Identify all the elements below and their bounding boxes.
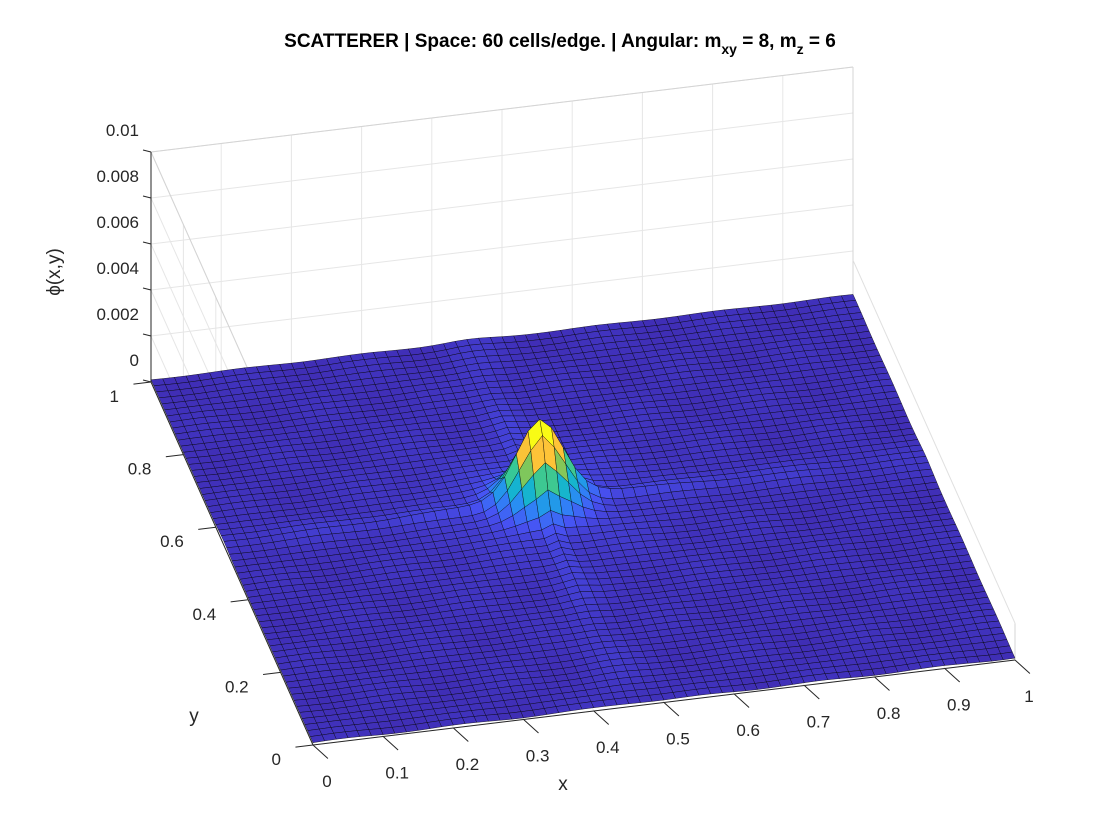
z-tick-label: 0.006 bbox=[96, 213, 139, 232]
y-tick-label: 0.4 bbox=[193, 605, 217, 624]
z-tick bbox=[143, 196, 151, 198]
x-tick bbox=[524, 720, 539, 734]
x-tick-label: 0.1 bbox=[385, 764, 409, 783]
z-tick bbox=[143, 334, 151, 336]
y-tick bbox=[295, 745, 313, 747]
x-axis-label: x bbox=[558, 774, 568, 795]
x-tick bbox=[664, 703, 679, 717]
y-tick-label: 0.6 bbox=[160, 532, 184, 551]
y-axis-label: y bbox=[189, 706, 199, 727]
x-tick-label: 0.9 bbox=[947, 696, 971, 715]
y-tick-label: 1 bbox=[110, 387, 119, 406]
y-tick-label: 0.2 bbox=[225, 677, 249, 696]
title-sub-xy: xy bbox=[721, 41, 737, 57]
z-tick bbox=[143, 380, 151, 382]
z-tick-label: 0.008 bbox=[96, 167, 139, 186]
y-tick bbox=[198, 527, 216, 529]
x-tick-label: 0.8 bbox=[877, 704, 901, 723]
z-tick bbox=[143, 150, 151, 152]
x-tick bbox=[453, 728, 468, 742]
x-tick-label: 0.3 bbox=[526, 747, 550, 766]
y-tick bbox=[231, 600, 249, 602]
chart-title: SCATTERER | Space: 60 cells/edge. | Angu… bbox=[284, 31, 836, 57]
x-tick-label: 0.2 bbox=[456, 755, 480, 774]
z-tick bbox=[143, 242, 151, 244]
x-tick-label: 0.7 bbox=[807, 713, 831, 732]
title-prefix: SCATTERER | Space: 60 cells/edge. | Angu… bbox=[284, 31, 721, 52]
x-tick-label: 0.5 bbox=[666, 730, 690, 749]
z-tick-label: 0.01 bbox=[106, 121, 139, 140]
title-sub-z: z bbox=[797, 41, 804, 57]
y-tick bbox=[263, 672, 281, 674]
x-tick-label: 0 bbox=[322, 772, 331, 791]
x-tick bbox=[313, 745, 328, 759]
x-tick bbox=[734, 694, 749, 708]
z-tick-label: 0.002 bbox=[96, 305, 139, 324]
x-tick bbox=[1015, 660, 1030, 674]
x-tick-label: 1 bbox=[1024, 687, 1033, 706]
x-tick bbox=[804, 686, 819, 700]
title-suffix: = 6 bbox=[804, 31, 836, 52]
surface-cell bbox=[1001, 652, 1015, 660]
z-tick-label: 0.004 bbox=[96, 259, 139, 278]
x-tick bbox=[383, 737, 398, 751]
x-tick-label: 0.4 bbox=[596, 738, 620, 757]
y-tick-label: 0.8 bbox=[128, 460, 152, 479]
y-tick bbox=[133, 382, 151, 384]
y-tick bbox=[166, 455, 184, 457]
x-tick bbox=[945, 669, 960, 683]
z-tick bbox=[143, 288, 151, 290]
x-tick bbox=[594, 711, 609, 725]
x-tick-label: 0.6 bbox=[736, 721, 760, 740]
y-tick-label: 0 bbox=[272, 750, 281, 769]
title-mid: = 8, m bbox=[737, 31, 797, 52]
z-tick-label: 0 bbox=[130, 351, 139, 370]
z-axis-label: ϕ(x,y) bbox=[44, 248, 65, 296]
x-tick bbox=[875, 677, 890, 691]
